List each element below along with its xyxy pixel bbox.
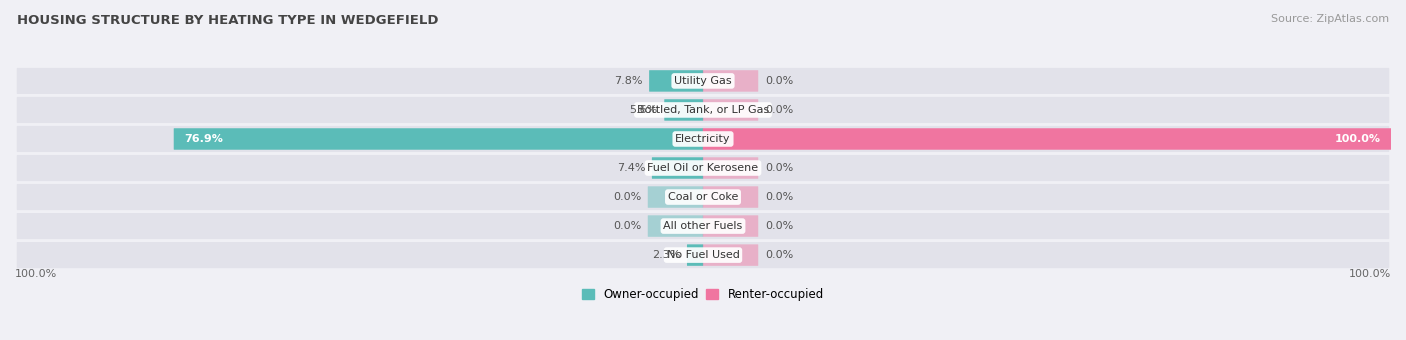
Legend: Owner-occupied, Renter-occupied: Owner-occupied, Renter-occupied [578,283,828,306]
Text: 0.0%: 0.0% [765,105,793,115]
FancyBboxPatch shape [650,70,703,92]
Text: 76.9%: 76.9% [184,134,224,144]
FancyBboxPatch shape [703,99,758,121]
Text: Electricity: Electricity [675,134,731,144]
FancyBboxPatch shape [17,184,1389,210]
Text: 100.0%: 100.0% [15,269,58,279]
FancyBboxPatch shape [703,215,758,237]
FancyBboxPatch shape [17,97,1389,123]
FancyBboxPatch shape [703,186,758,208]
Text: HOUSING STRUCTURE BY HEATING TYPE IN WEDGEFIELD: HOUSING STRUCTURE BY HEATING TYPE IN WED… [17,14,439,27]
FancyBboxPatch shape [17,126,1389,152]
FancyBboxPatch shape [17,155,1389,181]
Text: 0.0%: 0.0% [613,221,641,231]
Text: 0.0%: 0.0% [765,76,793,86]
Text: 0.0%: 0.0% [613,192,641,202]
Text: Source: ZipAtlas.com: Source: ZipAtlas.com [1271,14,1389,23]
Text: 100.0%: 100.0% [1348,269,1391,279]
FancyBboxPatch shape [703,128,1391,150]
FancyBboxPatch shape [648,186,703,208]
FancyBboxPatch shape [648,215,703,237]
FancyBboxPatch shape [17,68,1389,94]
Text: Bottled, Tank, or LP Gas: Bottled, Tank, or LP Gas [637,105,769,115]
FancyBboxPatch shape [703,70,758,92]
Text: 100.0%: 100.0% [1334,134,1381,144]
FancyBboxPatch shape [17,242,1389,268]
Text: All other Fuels: All other Fuels [664,221,742,231]
Text: 0.0%: 0.0% [765,221,793,231]
Text: 0.0%: 0.0% [765,163,793,173]
FancyBboxPatch shape [703,157,758,179]
Text: No Fuel Used: No Fuel Used [666,250,740,260]
FancyBboxPatch shape [652,157,703,179]
FancyBboxPatch shape [664,99,703,121]
Text: 5.6%: 5.6% [630,105,658,115]
Text: 7.8%: 7.8% [614,76,643,86]
Text: 7.4%: 7.4% [617,163,645,173]
Text: Coal or Coke: Coal or Coke [668,192,738,202]
Text: 0.0%: 0.0% [765,250,793,260]
Text: Fuel Oil or Kerosene: Fuel Oil or Kerosene [647,163,759,173]
Text: Utility Gas: Utility Gas [675,76,731,86]
Text: 2.3%: 2.3% [652,250,681,260]
FancyBboxPatch shape [174,128,703,150]
FancyBboxPatch shape [17,213,1389,239]
Text: 0.0%: 0.0% [765,192,793,202]
FancyBboxPatch shape [688,244,703,266]
FancyBboxPatch shape [703,244,758,266]
